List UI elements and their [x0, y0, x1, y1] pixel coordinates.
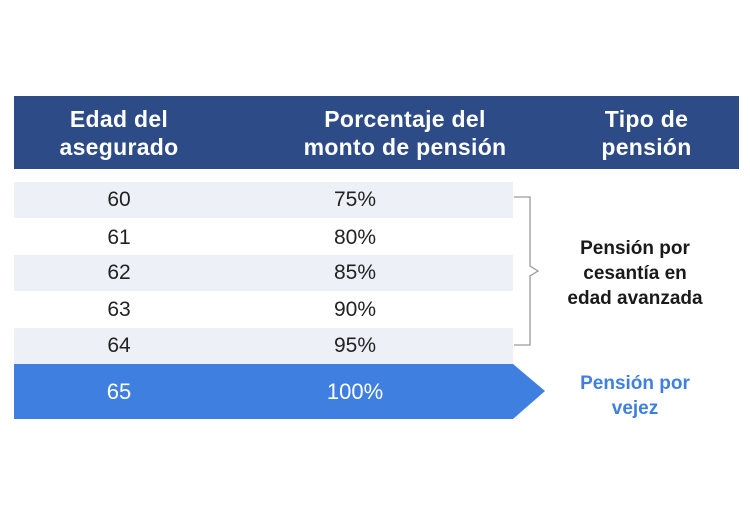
- percent-cell: 90%: [333, 298, 377, 321]
- age-cell: 64: [107, 334, 131, 357]
- age-cell: 60: [107, 188, 131, 211]
- header-percentage: Porcentaje del monto de pensión: [264, 96, 546, 169]
- table-row: 62 85%: [14, 255, 513, 291]
- table-header: Edad del asegurado Porcentaje del monto …: [14, 96, 739, 169]
- age-cell: 65: [106, 378, 132, 404]
- header-percentage-line-2: monto de pensión: [303, 133, 507, 160]
- table-row: 61 80%: [14, 220, 513, 256]
- cesantia-line-3: edad avanzada: [567, 288, 703, 309]
- vejez-line-2: vejez: [611, 398, 659, 419]
- header-age-line-2: asegurado: [59, 133, 179, 160]
- header-age-line-1: Edad del: [69, 105, 169, 132]
- percent-cell: 100%: [326, 378, 384, 404]
- pension-type-vejez: Pensión por vejez: [545, 371, 725, 421]
- age-cell: 62: [107, 261, 131, 284]
- highlight-row-arrow: 65 100%: [14, 364, 545, 419]
- percent-cell: 85%: [333, 261, 377, 284]
- table-row: 63 90%: [14, 292, 513, 328]
- vejez-line-1: Pensión por: [580, 373, 690, 394]
- table-row: 64 95%: [14, 328, 513, 364]
- header-pension-type: Tipo de pensión: [554, 96, 739, 169]
- age-cell: 63: [107, 298, 131, 321]
- header-type-line-2: pensión: [601, 133, 692, 160]
- header-percentage-line-1: Porcentaje del: [324, 105, 486, 132]
- age-cell: 61: [107, 226, 131, 249]
- percent-cell: 80%: [333, 226, 377, 249]
- percent-cell: 95%: [333, 334, 377, 357]
- cesantia-line-2: cesantía en: [583, 263, 687, 284]
- bracket-icon: [514, 196, 540, 346]
- pension-type-cesantia: Pensión por cesantía en edad avanzada: [545, 236, 725, 311]
- header-age: Edad del asegurado: [14, 96, 224, 169]
- cesantia-line-1: Pensión por: [580, 238, 690, 259]
- header-type-line-1: Tipo de: [604, 105, 689, 132]
- table-row: 60 75%: [14, 182, 513, 218]
- percent-cell: 75%: [333, 188, 377, 211]
